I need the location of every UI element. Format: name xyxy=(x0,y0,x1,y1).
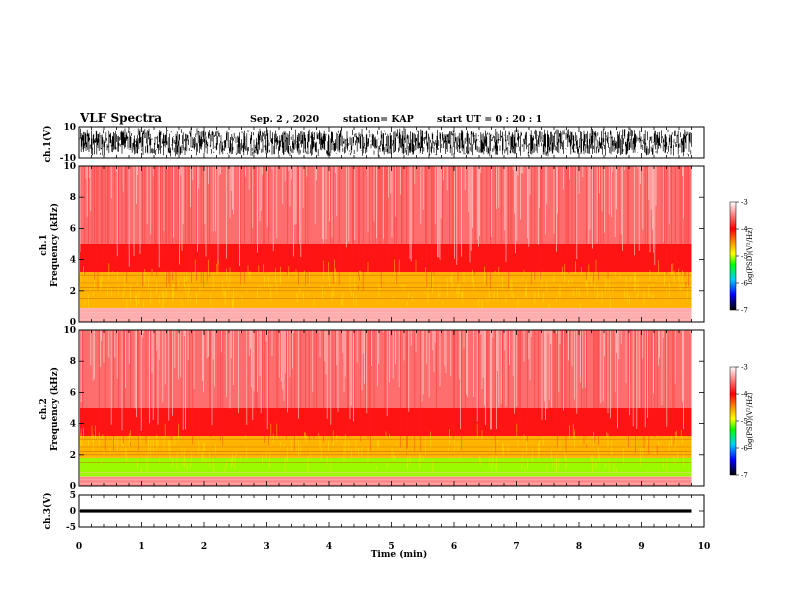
x-tick-label: 10 xyxy=(698,542,711,552)
spectral-band xyxy=(80,307,692,322)
colorbar-tick-label: -3 xyxy=(741,364,748,372)
y-tick-label: 8 xyxy=(70,357,76,367)
colorbar-tick-label: -5 xyxy=(741,418,748,426)
y-tick-label: 4 xyxy=(70,420,76,430)
ch3-waveform-panel: 50-50 1 2 3 4 5 6 7 8 9 10 xyxy=(66,491,710,552)
colorbar-tick-label: -3 xyxy=(741,199,748,207)
colorbar-label: log(PSD)(V²/Hz) xyxy=(746,227,754,284)
y-tick-label: 2 xyxy=(70,451,76,461)
y-tick-label: 6 xyxy=(70,388,76,398)
colorbar-tick-label: -4 xyxy=(741,226,748,234)
x-tick-label: 4 xyxy=(326,542,332,552)
strong-streaks xyxy=(82,330,675,455)
ch2-colorbar: -3 -4 -5 -6 -7 log(PSD)(V²/Hz) xyxy=(729,364,754,480)
x-tick-label: 6 xyxy=(451,542,457,552)
colorbar-tick-label: -6 xyxy=(741,445,748,453)
y-tick-label: 4 xyxy=(70,256,76,266)
colorbar-gradient xyxy=(729,366,737,476)
ch1-waveform-panel: 10 -10 xyxy=(60,123,705,164)
y-tick-label: 8 xyxy=(70,193,76,203)
start-time-label: start UT = 0 : 20 : 1 xyxy=(437,114,542,125)
y-tick-label: 0 xyxy=(70,507,76,517)
ch2-channel-ylabel: ch.2 xyxy=(39,398,49,419)
y-tick-label: 5 xyxy=(70,491,76,501)
y-tick-label: 2 xyxy=(70,287,76,297)
y-tick-label: -5 xyxy=(66,523,76,533)
x-tick-label: 2 xyxy=(201,542,207,552)
ch1-waveform-trace xyxy=(79,128,692,157)
y-tick-label: 6 xyxy=(70,224,76,234)
x-tick-label: 5 xyxy=(388,542,394,552)
ch1-spectrogram-panel: 0 2 4 6 8 10 xyxy=(63,162,705,328)
ch1-frequency-ylabel: Frequency (kHz) xyxy=(49,203,60,287)
colorbar-label: log(PSD)(V²/Hz) xyxy=(746,392,754,449)
date-label: Sep. 2 , 2020 xyxy=(250,114,320,125)
y-tick-label: -10 xyxy=(60,154,76,164)
figure-title: VLF Spectra xyxy=(79,111,162,125)
strong-streaks xyxy=(84,166,689,291)
station-label: station= KAP xyxy=(343,114,414,125)
y-tick-label: 10 xyxy=(63,162,76,172)
ch1-colorbar: -3 -4 -5 -6 -7 log(PSD)(V²/Hz) xyxy=(729,199,754,315)
ch1-channel-ylabel: ch.1 xyxy=(39,234,49,255)
colorbar-tick-label: -4 xyxy=(741,391,748,399)
ch2-spectrogram-panel: 0 2 4 6 8 10 xyxy=(63,326,705,492)
ch2-frequency-ylabel: Frequency (kHz) xyxy=(49,367,60,451)
y-tick-label: 10 xyxy=(63,326,76,336)
spectral-band xyxy=(80,272,692,308)
x-tick-label: 1 xyxy=(138,542,144,552)
colorbar-gradient xyxy=(729,201,737,311)
colorbar-tick-label: -6 xyxy=(741,280,748,288)
x-tick-label: 9 xyxy=(638,542,644,552)
ch3-waveform-trace xyxy=(80,509,692,513)
x-axis-label: Time (min) xyxy=(371,549,428,560)
ch1-spectrogram-image xyxy=(79,166,692,322)
spectral-band xyxy=(80,476,692,486)
x-tick-label: 7 xyxy=(513,542,519,552)
x-tick-label: 8 xyxy=(576,542,582,552)
y-tick-label: 10 xyxy=(63,123,76,133)
colorbar-tick-label: -7 xyxy=(741,307,748,315)
weak-streaks xyxy=(80,330,692,431)
x-tick-label: 3 xyxy=(263,542,269,552)
colorbar-tick-label: -7 xyxy=(741,472,748,480)
weak-streaks xyxy=(79,166,684,268)
ch1-volt-ylabel: ch.1(V) xyxy=(42,126,53,163)
ch3-volt-ylabel: ch.3(V) xyxy=(42,493,53,530)
y-tick-label: 0 xyxy=(70,482,76,492)
y-tick-label: 0 xyxy=(70,318,76,328)
colorbar-tick-label: -5 xyxy=(741,253,748,261)
ch2-spectrogram-image xyxy=(79,330,692,486)
x-tick-label: 0 xyxy=(76,542,82,552)
